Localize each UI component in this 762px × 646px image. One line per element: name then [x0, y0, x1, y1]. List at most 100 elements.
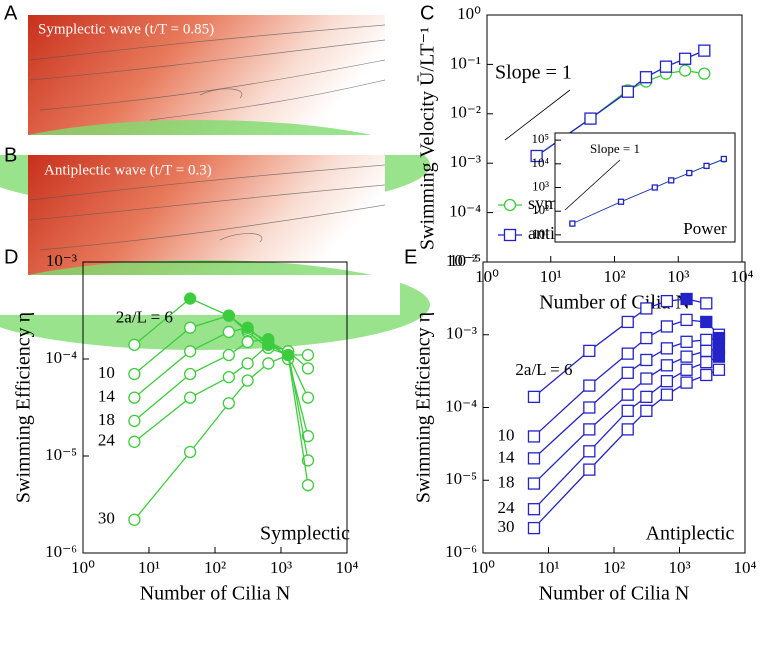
marker [222, 325, 235, 339]
x-tick-label: 10¹ [540, 267, 562, 286]
marker [128, 391, 141, 404]
x-axis-label: Number of Cilia N [539, 583, 690, 605]
y-tick-label: 10⁻³ [46, 251, 77, 270]
y-tick-label: 10⁻⁶ [445, 542, 477, 561]
marker [222, 397, 235, 410]
flow-image [28, 15, 385, 135]
marker [222, 309, 235, 322]
marker [583, 423, 596, 436]
series-label: 2a/L = 6 [515, 360, 572, 379]
marker [281, 348, 295, 362]
marker [703, 162, 710, 170]
marker [680, 313, 693, 327]
marker [128, 435, 141, 448]
marker [680, 376, 693, 389]
y-tick-label: 10⁵ [531, 131, 549, 146]
annotation: Antiplectic [646, 523, 735, 545]
series-label: 30 [497, 517, 514, 536]
x-tick-label: 10⁴ [731, 267, 754, 286]
y-tick-label: 10² [532, 202, 549, 217]
marker [527, 390, 541, 404]
marker [128, 414, 141, 428]
inset-title: Power [683, 219, 727, 238]
series-label: 14 [497, 447, 515, 466]
marker [660, 320, 674, 333]
marker [183, 345, 197, 358]
x-tick-label: 10² [204, 558, 226, 577]
marker [712, 350, 726, 363]
marker [301, 430, 315, 443]
marker [621, 315, 634, 329]
marker [617, 198, 625, 205]
panel-letter: E [404, 246, 417, 268]
marker [640, 390, 653, 404]
series-label: 24 [497, 498, 515, 517]
marker [583, 445, 596, 458]
panel-letter: B [4, 144, 17, 166]
marker [262, 338, 275, 351]
marker [183, 321, 197, 334]
marker [700, 356, 713, 369]
marker [128, 367, 141, 381]
x-tick-label: 10⁰ [71, 558, 95, 577]
marker [659, 60, 673, 73]
x-tick-label: 10⁰ [471, 558, 495, 577]
y-axis-label: Swimming Efficiency η [413, 312, 435, 503]
y-tick-label: 10⁻⁵ [445, 469, 477, 488]
marker [678, 52, 692, 65]
panel-b: B Antiplectic wave (t/T = 0.3) [0, 144, 430, 350]
marker [222, 370, 235, 384]
y-tick-label: 10⁴ [531, 155, 549, 170]
marker [712, 331, 726, 345]
mask [0, 275, 400, 315]
y-tick-label: 10⁻⁴ [45, 348, 77, 367]
marker [660, 359, 674, 372]
annotation: Slope = 1 [495, 62, 572, 84]
y-tick-label: 10¹ [532, 226, 549, 241]
marker [583, 379, 596, 392]
streamlines [29, 24, 386, 121]
series-line [133, 354, 309, 521]
marker [678, 64, 692, 77]
x-tick-label: 10⁴ [734, 558, 757, 577]
marker [503, 198, 517, 212]
marker [700, 315, 713, 329]
y-tick-label: 10⁻⁴ [449, 202, 481, 221]
caption: Symplectic wave (t/T = 0.85) [38, 21, 214, 37]
annotation: Symplectic [260, 523, 350, 545]
x-tick-label: 10⁴ [336, 558, 359, 577]
marker [503, 228, 517, 242]
x-tick-label: 10² [603, 558, 625, 577]
slope-guide [564, 159, 621, 211]
y-tick-label: 10⁻¹ [450, 53, 481, 72]
series-label: 24 [98, 431, 116, 450]
marker [301, 391, 315, 404]
marker [686, 169, 693, 177]
marker [262, 357, 275, 370]
marker [301, 348, 315, 362]
x-tick-label: 10³ [667, 267, 689, 286]
marker [700, 368, 713, 382]
annotation: Slope = 1 [590, 141, 640, 156]
marker [700, 344, 713, 358]
marker [527, 503, 541, 516]
marker [660, 375, 674, 388]
marker [621, 423, 634, 436]
marker [241, 321, 254, 334]
marker [569, 220, 576, 227]
marker [680, 292, 693, 306]
chart: 10¹ 10² 10³ 10⁴ 10⁵ Power Slope = 1 [531, 131, 736, 243]
marker [660, 388, 674, 401]
marker [241, 357, 254, 370]
marker [698, 67, 711, 80]
series-label: 18 [497, 472, 514, 491]
caption: Antiplectic wave (t/T = 0.3) [44, 162, 212, 178]
x-tick-label: 10³ [668, 558, 690, 577]
x-tick-label: 10⁰ [475, 267, 499, 286]
series-label: 2a/L = 6 [116, 308, 173, 327]
marker [128, 513, 141, 526]
marker [698, 44, 711, 57]
panel-letter: A [4, 2, 18, 24]
y-tick-label: 10³ [532, 178, 549, 193]
marker [639, 71, 653, 84]
